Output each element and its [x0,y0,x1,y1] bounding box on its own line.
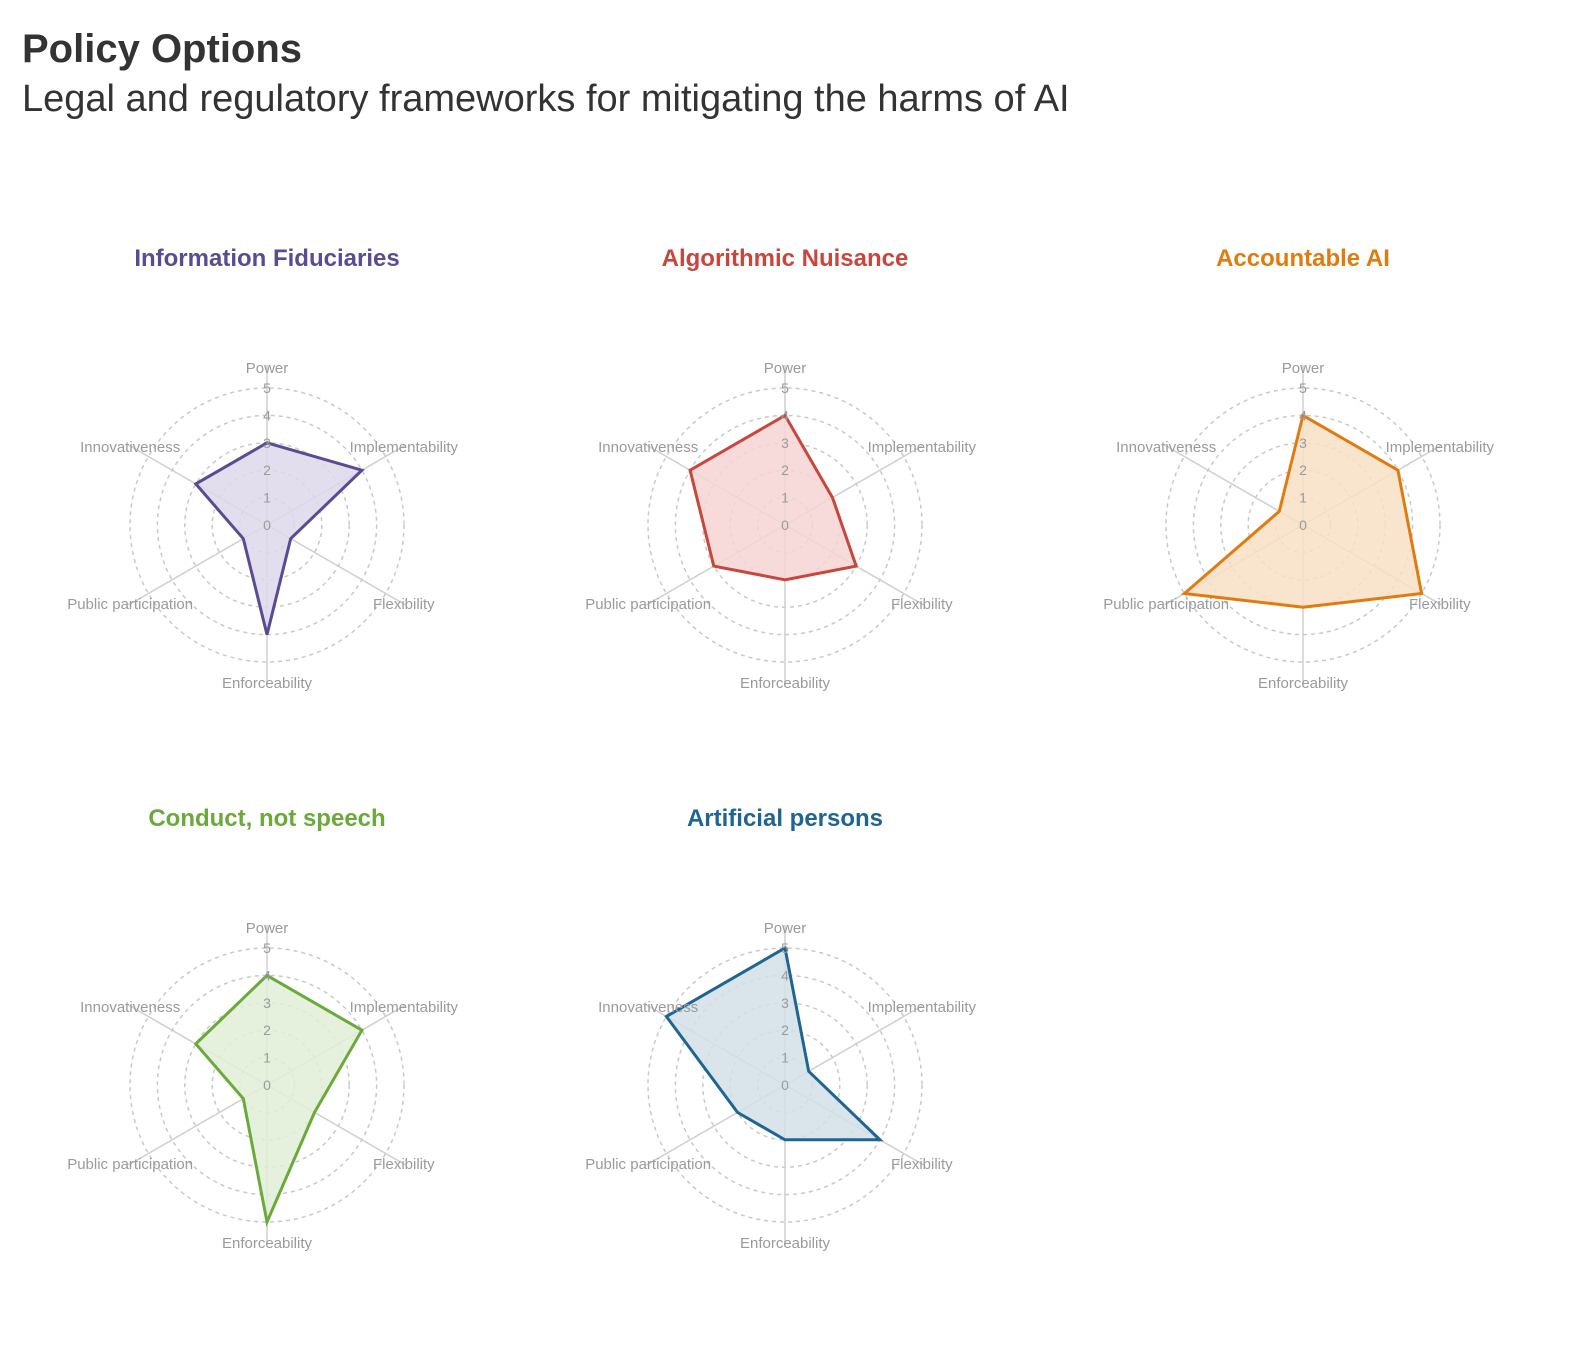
axis-label: Implementability [868,439,977,456]
radar-chart-2: Algorithmic Nuisance 0 1 2 3 4 5 Power Implement… [585,245,976,692]
axis-label: Public participation [585,596,711,613]
tick-label: 1 [781,1050,789,1066]
axis-label: Flexibility [891,1156,953,1173]
series-polygon [664,945,884,1142]
axis-label: Enforceability [222,675,313,692]
tick-label: 4 [1299,407,1307,423]
series-polygon [193,441,365,635]
tick-label: 2 [1299,462,1307,478]
series-polygon [193,973,364,1228]
axis-label: Flexibility [891,596,953,613]
axis-label: Enforceability [1258,675,1349,692]
tick-label: 3 [781,995,789,1011]
tick-label: 5 [781,380,789,396]
tick-label: 2 [263,1022,271,1038]
axis-label: Innovativeness [598,999,698,1016]
tick-label: 3 [781,435,789,451]
tick-label: 3 [1299,435,1307,451]
axis-label: Flexibility [1409,596,1471,613]
tick-label: 5 [263,380,271,396]
tick-label: 0 [263,517,271,533]
tick-label: 4 [263,407,271,423]
axis-label: Innovativeness [80,999,180,1016]
grid-ring [129,947,405,1223]
tick-label: 4 [781,967,789,983]
axis-label: Implementability [868,999,977,1016]
tick-label: 2 [781,1022,789,1038]
tick-label: 3 [263,435,271,451]
chart-title: Artificial persons [687,805,883,832]
axis-label: Public participation [1103,596,1229,613]
axis-label: Implementability [350,439,459,456]
tick-label: 0 [1299,517,1307,533]
axis-label: Enforceability [740,1235,831,1252]
axis-label: Enforceability [222,1235,313,1252]
axis-label: Flexibility [373,1156,435,1173]
tick-label: 5 [781,940,789,956]
radar-chart-3: Accountable AI 0 1 2 3 4 5 Power Implementabilit… [1103,245,1494,692]
chart-title: Accountable AI [1216,245,1390,272]
radar-chart-5: Artificial persons 0 1 2 3 4 5 Power Implementab… [585,805,976,1252]
axis-label: Innovativeness [598,439,698,456]
series-polygon [1180,413,1424,609]
tick-label: 1 [1299,490,1307,506]
tick-label: 2 [263,462,271,478]
tick-label: 1 [263,1050,271,1066]
tick-label: 0 [781,1077,789,1093]
axis-label: Implementability [350,999,459,1016]
chart-title: Conduct, not speech [148,805,385,832]
page-subtitle: Legal and regulatory frameworks for miti… [22,78,1070,120]
tick-label: 4 [263,967,271,983]
axis-label: Power [764,920,807,937]
axis-label: Power [246,920,289,937]
grid-ring [647,387,923,663]
axis-label: Flexibility [373,596,435,613]
axis-label: Public participation [67,596,193,613]
tick-label: 5 [1299,380,1307,396]
radar-chart-1: Information Fiduciaries 0 1 2 3 4 5 Power Implem… [67,245,458,692]
axis-label: Enforceability [740,675,831,692]
tick-label: 0 [263,1077,271,1093]
axis-label: Innovativeness [1116,439,1216,456]
header: Policy Options Legal and regulatory fram… [22,24,1070,124]
tick-label: 1 [263,490,271,506]
series-polygon [688,413,859,582]
grid-ring [647,947,923,1223]
grid-ring [129,387,405,663]
tick-label: 3 [263,995,271,1011]
page-title: Policy Options [22,27,303,71]
axis-label: Power [764,360,807,377]
axis-label: Power [1282,360,1325,377]
tick-label: 4 [781,407,789,423]
chart-title: Algorithmic Nuisance [662,245,909,272]
tick-label: 0 [781,517,789,533]
axis-label: Power [246,360,289,377]
radar-chart-4: Conduct, not speech 0 1 2 3 4 5 Power Implementa… [67,805,458,1252]
axis-label: Public participation [67,1156,193,1173]
tick-label: 2 [781,462,789,478]
axis-label: Public participation [585,1156,711,1173]
axis-label: Implementability [1386,439,1495,456]
chart-title: Information Fiduciaries [134,245,399,272]
axis-label: Innovativeness [80,439,180,456]
grid-ring [1165,387,1441,663]
tick-label: 5 [263,940,271,956]
tick-label: 1 [781,490,789,506]
